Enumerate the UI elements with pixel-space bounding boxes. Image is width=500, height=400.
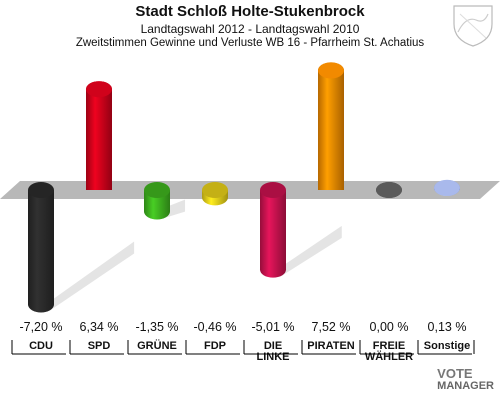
vote-manager-logo: VOTE MANAGER: [437, 366, 494, 392]
value-label: 0,13 %: [428, 320, 467, 334]
bar-body: [28, 190, 54, 305]
value-label: -5,01 %: [251, 320, 294, 334]
brand-line-1: VOTE: [437, 366, 473, 381]
category-label-line2: LINKE: [257, 351, 290, 363]
bar-spd: [86, 81, 112, 190]
chart-subtitle-1: Landtagswahl 2012 - Landtagswahl 2010: [140, 22, 360, 36]
bar-body: [260, 190, 286, 270]
bar-body: [318, 70, 344, 190]
bar-top: [260, 182, 286, 198]
bar-top: [28, 182, 54, 198]
value-label: 7,52 %: [312, 320, 351, 334]
bar-shadow: [50, 241, 135, 311]
category-label: SPD: [88, 340, 111, 352]
value-label: -0,46 %: [193, 320, 236, 334]
bar-top: [434, 179, 460, 196]
category-label: CDU: [29, 340, 53, 352]
bar-sonstige: [434, 179, 460, 196]
bar-cdu: [28, 182, 54, 313]
bar-piraten: [318, 62, 344, 190]
value-label: 0,00 %: [370, 320, 409, 334]
bar-cap: [260, 261, 286, 278]
bar-die: [260, 182, 286, 278]
value-label: -7,20 %: [19, 320, 62, 334]
value-label: 6,34 %: [80, 320, 119, 334]
bar-top: [318, 62, 344, 79]
category-label: FREIE: [373, 340, 405, 352]
baseline-band: [0, 181, 500, 199]
bar-freie: [376, 182, 402, 198]
bar-top: [376, 182, 402, 198]
category-label: DIE: [264, 340, 282, 352]
bar-top: [86, 81, 112, 98]
category-label-line2: WÄHLER: [365, 350, 413, 363]
bar-cap: [28, 296, 54, 313]
bar-shadow: [282, 225, 342, 276]
brand-line-2: MANAGER: [437, 380, 494, 392]
bar-shadow: [166, 199, 186, 218]
coat-of-arms-icon: [453, 5, 493, 47]
category-label: GRÜNE: [137, 339, 177, 352]
bar-top: [144, 182, 170, 198]
category-label: Sonstige: [424, 340, 470, 352]
category-label: PIRATEN: [307, 340, 355, 352]
bar-top: [202, 182, 228, 198]
chart-title: Stadt Schloß Holte-Stukenbrock: [135, 3, 365, 20]
chart-subtitle-2: Zweitstimmen Gewinne und Verluste WB 16 …: [75, 37, 425, 49]
bar-grüne: [144, 182, 170, 220]
category-label: FDP: [204, 340, 226, 352]
bar-fdp: [202, 182, 228, 206]
value-label: -1,35 %: [135, 320, 178, 334]
bar-body: [86, 89, 112, 190]
bar-cap: [144, 203, 170, 220]
